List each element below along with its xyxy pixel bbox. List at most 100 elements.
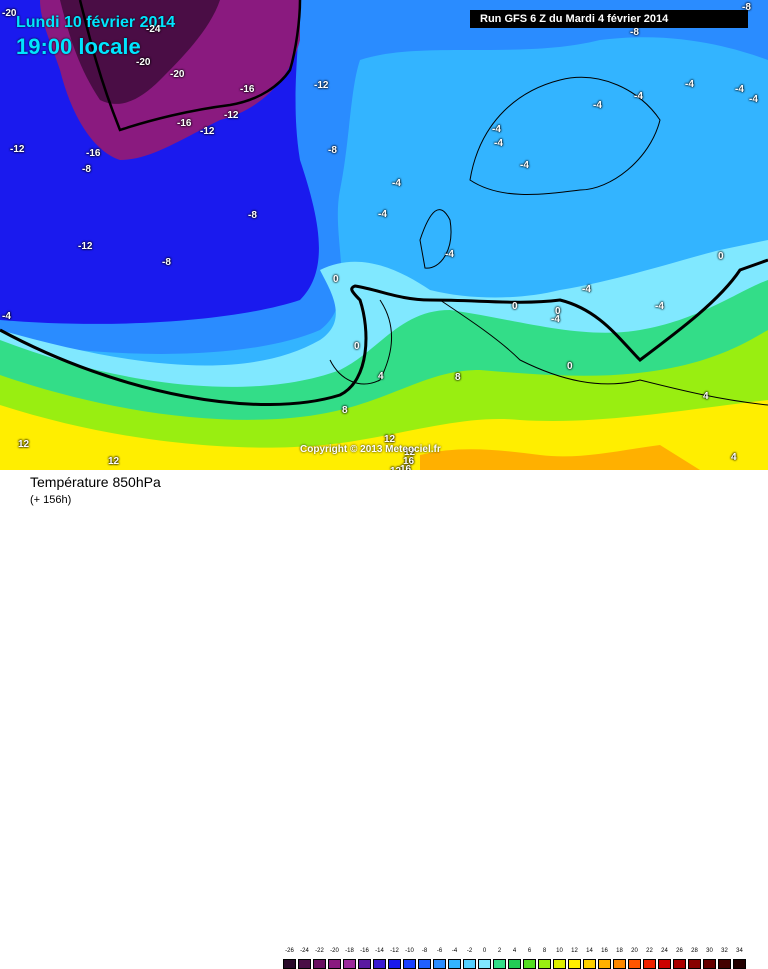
legend-swatch [493,959,506,969]
legend-tick: 8 [542,948,547,954]
isotherm-label: -8 [742,2,751,13]
legend-swatch [403,959,416,969]
legend-swatch [733,959,746,969]
legend-tick: 14 [586,948,593,954]
legend-tick: -12 [390,948,399,954]
isotherm-label: -20 [170,69,185,80]
isotherm-label: -8 [162,257,171,268]
isotherm-label: -4 [520,160,529,171]
isotherm-label: 12 [384,434,396,445]
legend-swatch [673,959,686,969]
legend-tick: 24 [661,948,668,954]
legend-tick: -24 [300,948,309,954]
isotherm-label: 8 [342,405,348,416]
legend-tick: -20 [330,948,339,954]
orange-zone [420,445,700,470]
isotherm-label: 4 [703,391,709,402]
model-run-banner: Run GFS 6 Z du Mardi 4 février 2014 [470,10,748,28]
copyright-text: Copyright © 2013 Meteociel.fr [300,444,441,455]
legend-tick: -18 [345,948,354,954]
isotherm-label: -24 [146,24,161,35]
isotherm-label: 12 [18,439,30,450]
isotherm-label: -4 [655,301,664,312]
isotherm-label: -20 [136,57,151,68]
legend-tick: -14 [375,948,384,954]
isotherm-label: -16 [177,118,192,129]
legend-swatch [598,959,611,969]
isotherm-label: 0 [555,306,561,317]
legend-swatch [508,959,521,969]
isotherm-label: 0 [512,301,518,312]
isotherm-label: -12 [10,144,25,155]
chart-title: Température 850hPa [30,474,161,490]
isotherm-label: -4 [735,84,744,95]
legend-tick: 0 [482,948,487,954]
isotherm-label: -4 [392,178,401,189]
legend-tick: 2 [497,948,502,954]
isotherm-label: -8 [328,145,337,156]
isotherm-label: 16 [403,456,415,467]
legend-tick: 34 [736,948,743,954]
isotherm-label: 0 [354,341,360,352]
isotherm-label: -4 [494,138,503,149]
isotherm-label: -16 [240,84,255,95]
legend-swatch [373,959,386,969]
legend-swatch [553,959,566,969]
isotherm-label: 0 [718,251,724,262]
legend-swatch [538,959,551,969]
legend-swatch [328,959,341,969]
legend-tick: -4 [451,948,458,954]
isotherm-label: -4 [593,100,602,111]
legend-tick: 18 [616,948,623,954]
legend-swatch [388,959,401,969]
legend-swatch [463,959,476,969]
legend-tick: 16 [601,948,608,954]
legend-tick: 22 [646,948,653,954]
legend-swatch [568,959,581,969]
legend-swatch [448,959,461,969]
isotherm-label: -8 [82,164,91,175]
legend-tick: -22 [315,948,324,954]
legend-tick: 10 [556,948,563,954]
isotherm-label: 4 [378,371,384,382]
isotherm-label: -12 [200,126,215,137]
isotherm-label: -12 [78,241,93,252]
isotherm-label: -20 [2,8,17,19]
legend-tick: 6 [527,948,532,954]
legend-swatch [523,959,536,969]
isotherm-label: 0 [567,361,573,372]
coastlines [329,76,768,406]
isotherm-label: -4 [582,284,591,295]
isotherm-label: 12 [404,447,416,458]
legend-tick: -6 [436,948,443,954]
legend-swatch [433,959,446,969]
footer-bar: Température 850hPa (+ 156h) -26 -24 -22 -20… [0,470,768,969]
isotherm-label: -12 [224,110,239,121]
yellow-zone [0,400,768,470]
legend-tick: -16 [360,948,369,954]
legend-swatch [583,959,596,969]
legend-tick: 30 [706,948,713,954]
isotherm-label: -4 [445,249,454,260]
forecast-time: 19:00 locale [16,34,141,59]
legend-swatch [283,959,296,969]
isotherm-label: -4 [634,91,643,102]
legend-tick: 4 [512,948,517,954]
legend-swatch [703,959,716,969]
temperature-map [0,0,768,470]
legend-tick: 20 [631,948,638,954]
isotherm-label: -4 [2,311,11,322]
isotherm-label: -12 [314,80,329,91]
isotherm-label: -4 [492,124,501,135]
legend-tick: 12 [571,948,578,954]
legend-tick: 32 [721,948,728,954]
legend-swatch [478,959,491,969]
legend-swatch [643,959,656,969]
legend-tick: -10 [405,948,414,954]
legend-tick: -26 [285,948,294,954]
legend-swatch [688,959,701,969]
legend-swatch [313,959,326,969]
isotherm-label: 12 [108,456,120,467]
legend-tick: 26 [676,948,683,954]
